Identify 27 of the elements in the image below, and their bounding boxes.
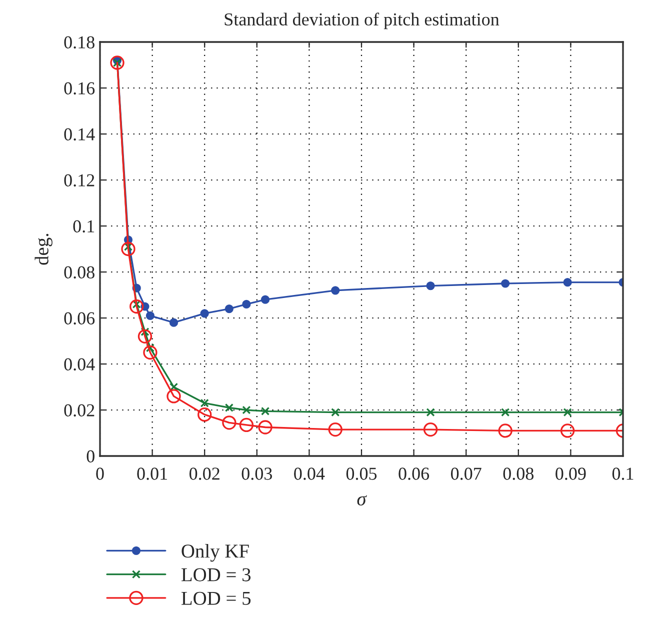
x-tick-label: 0.02 xyxy=(189,468,220,480)
x-tick-label: 0.09 xyxy=(556,468,586,480)
y-tick-label: 0 xyxy=(86,450,94,462)
x-tick-label: 0.06 xyxy=(398,468,430,480)
x-tick-label: 0.01 xyxy=(137,468,168,480)
chart-title: Standard deviation of pitch estimation xyxy=(224,12,500,30)
x-tick-label: 0.05 xyxy=(346,468,377,480)
x-tick-label: 0.03 xyxy=(242,468,272,480)
legend-label: LOD = 3 xyxy=(181,568,251,582)
y-tick-label: 0.08 xyxy=(64,266,94,279)
y-tick-label: 0.14 xyxy=(64,128,95,141)
y-tick-label: 0.06 xyxy=(64,312,95,325)
y-axis-title: deg. xyxy=(34,234,52,265)
x-axis-title: σ xyxy=(357,495,367,506)
x-tick-label: 0.08 xyxy=(503,468,534,480)
y-tick-label: 0.12 xyxy=(64,174,94,187)
y-tick-label: 0.02 xyxy=(64,404,94,417)
y-tick-label: 0.1 xyxy=(73,220,94,233)
y-tick-label: 0.18 xyxy=(64,36,94,49)
x-tick-label: 0.04 xyxy=(294,468,325,480)
legend-label: LOD = 5 xyxy=(181,592,251,605)
y-tick-label: 0.16 xyxy=(64,82,95,95)
x-tick-label: 0 xyxy=(96,468,104,480)
x-tick-label: 0.07 xyxy=(450,468,482,480)
legend-label: Only KF xyxy=(182,544,249,562)
y-tick-label: 0.04 xyxy=(64,358,95,371)
x-tick-label: 0.1 xyxy=(612,468,634,480)
